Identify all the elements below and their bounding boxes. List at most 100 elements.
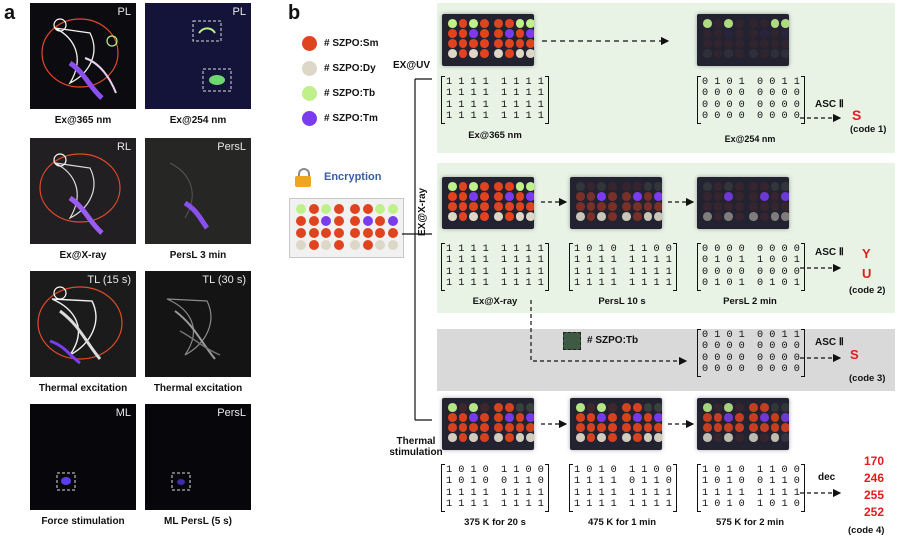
label-475k: 475 K for 1 min bbox=[587, 517, 657, 528]
dot bbox=[494, 212, 504, 221]
dot bbox=[781, 192, 789, 201]
legend-swatch bbox=[302, 111, 317, 126]
dot bbox=[362, 227, 373, 239]
dot bbox=[515, 39, 525, 48]
dot bbox=[749, 29, 759, 38]
dot bbox=[760, 19, 769, 28]
dot bbox=[479, 212, 489, 221]
legend-swatch bbox=[302, 36, 317, 51]
dot bbox=[505, 49, 514, 58]
dot bbox=[622, 182, 632, 191]
dot bbox=[448, 192, 457, 201]
panel-a-image-tag: PL bbox=[117, 6, 131, 18]
dot bbox=[387, 227, 398, 239]
dot bbox=[734, 403, 744, 412]
dot bbox=[633, 182, 642, 191]
dot bbox=[622, 202, 632, 211]
dot bbox=[781, 413, 789, 422]
dot bbox=[749, 202, 759, 211]
dot bbox=[607, 192, 617, 201]
dot bbox=[770, 39, 780, 48]
result-code2-u: U bbox=[862, 266, 872, 281]
label-ex365: Ex@365 nm bbox=[468, 130, 522, 141]
dot bbox=[781, 29, 789, 38]
dot bbox=[494, 49, 504, 58]
dot bbox=[515, 192, 525, 201]
dot bbox=[724, 403, 733, 412]
label-persl10s: PersL 10 s bbox=[598, 296, 646, 307]
matrix-ex365: 1 1 1 1 1 1 1 1 1 1 1 1 1 1 1 1 1 1 1 1 … bbox=[441, 76, 549, 124]
dot-array-photo-8 bbox=[697, 398, 789, 450]
dot bbox=[515, 29, 525, 38]
dot bbox=[703, 423, 712, 432]
panel-a-image-3: RL bbox=[30, 138, 136, 244]
matrix-tb: 0 1 0 1 0 0 1 1 0 0 0 0 0 0 0 0 0 0 0 0 … bbox=[697, 329, 805, 377]
dot bbox=[760, 182, 769, 191]
legend-label: # SZPO:Sm bbox=[324, 38, 379, 49]
dot bbox=[515, 433, 525, 442]
dot bbox=[515, 413, 525, 422]
tb-band bbox=[437, 329, 895, 391]
dot bbox=[469, 39, 478, 48]
panel-a-image-7: ML bbox=[30, 404, 136, 510]
panel-a-image-tag: RL bbox=[116, 141, 131, 153]
dot bbox=[469, 49, 478, 58]
dot-array-photo-5 bbox=[697, 177, 789, 229]
dot bbox=[448, 423, 457, 432]
dot bbox=[515, 423, 525, 432]
dot bbox=[633, 403, 642, 412]
encryption-dot-array bbox=[289, 198, 404, 258]
dot bbox=[781, 423, 789, 432]
dot bbox=[350, 227, 361, 239]
dot bbox=[713, 403, 723, 412]
dot bbox=[479, 403, 489, 412]
dot bbox=[308, 227, 319, 239]
dot bbox=[724, 49, 733, 58]
panel-a-image-tag: TL (30 s) bbox=[202, 274, 246, 286]
dot bbox=[586, 202, 596, 211]
dot bbox=[515, 403, 525, 412]
dot bbox=[458, 423, 468, 432]
dot bbox=[749, 19, 759, 28]
panel-b-letter: b bbox=[288, 2, 301, 24]
dot bbox=[505, 413, 514, 422]
dot bbox=[724, 413, 733, 422]
dot bbox=[633, 413, 642, 422]
dot bbox=[703, 413, 712, 422]
dot bbox=[458, 19, 468, 28]
result-code4: 170 246 255 252 bbox=[864, 453, 884, 521]
dot bbox=[505, 433, 514, 442]
dot bbox=[362, 215, 373, 227]
matrix-persl2min: 0 0 0 0 0 0 0 0 0 1 0 1 1 0 0 1 0 0 0 0 … bbox=[697, 243, 805, 291]
dot bbox=[505, 39, 514, 48]
dot bbox=[479, 19, 489, 28]
dot bbox=[654, 433, 662, 442]
dot bbox=[654, 182, 662, 191]
dot bbox=[633, 433, 642, 442]
panel-a-caption-4: PersL 3 min bbox=[169, 250, 227, 261]
dot bbox=[734, 413, 744, 422]
dot bbox=[515, 19, 525, 28]
dot bbox=[494, 202, 504, 211]
dot bbox=[770, 49, 780, 58]
dot bbox=[296, 227, 307, 239]
dot bbox=[526, 212, 534, 221]
label-ex254: Ex@254 nm bbox=[724, 134, 776, 144]
dot bbox=[760, 39, 769, 48]
dot bbox=[296, 204, 307, 215]
dot bbox=[469, 413, 478, 422]
branch-label-uv: EX@UV bbox=[393, 60, 430, 71]
dot bbox=[713, 29, 723, 38]
dot bbox=[654, 423, 662, 432]
panel-a-image-5: TL (15 s) bbox=[30, 271, 136, 377]
dot bbox=[724, 433, 733, 442]
dot bbox=[576, 403, 585, 412]
legend-swatch bbox=[302, 61, 317, 76]
dot bbox=[622, 413, 632, 422]
label-xray: Ex@X-ray bbox=[472, 296, 518, 307]
lock-icon bbox=[295, 168, 311, 188]
dot bbox=[494, 403, 504, 412]
dot bbox=[703, 39, 712, 48]
dot bbox=[734, 202, 744, 211]
dot bbox=[654, 212, 662, 221]
